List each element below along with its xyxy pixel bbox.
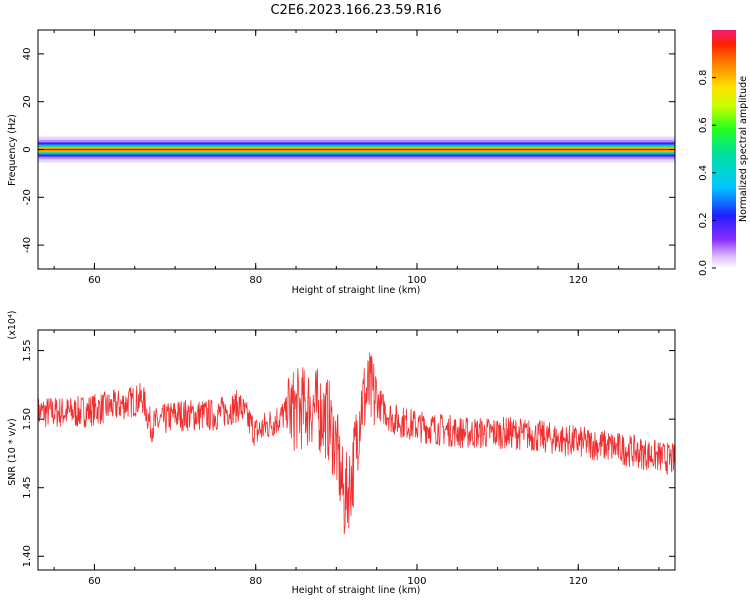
spectrogram-y-ticks: 40 20 0 -20 -40 xyxy=(22,48,675,253)
snr-series-line xyxy=(38,352,675,535)
colorbar: 0.0 0.2 0.4 0.6 0.8 Normalized spectral ampl… xyxy=(698,30,749,276)
colorbar-tick-label: 0.0 xyxy=(698,260,709,276)
spectrogram-x-tick-label: 100 xyxy=(407,275,426,286)
snr-y-tick-label: 1.50 xyxy=(22,408,33,430)
colorbar-tick-label: 0.4 xyxy=(698,165,709,181)
snr-x-label: Height of straight line (km) xyxy=(292,585,421,596)
snr-x-tick-label: 100 xyxy=(407,576,426,587)
snr-frame xyxy=(37,329,676,571)
colorbar-ticks: 0.0 0.2 0.4 0.6 0.8 xyxy=(698,70,716,276)
spectrogram-y-tick-label: 0 xyxy=(22,146,33,152)
spectrogram-x-tick-label: 80 xyxy=(249,275,262,286)
colorbar-label: Normalized spectral amplitude xyxy=(738,76,749,222)
snr-y-label: SNR (10 * v/v) xyxy=(7,418,18,486)
colorbar-tick-label: 0.2 xyxy=(698,212,709,228)
spectrogram-y-tick-label: -20 xyxy=(22,189,33,205)
snr-y-tick-label: 1.45 xyxy=(22,477,33,499)
spectrogram-x-ticks: 60 80 100 120 xyxy=(53,30,660,286)
snr-panel: 60 80 100 120 1.40 1.45 1.50 1.55 Height of st… xyxy=(7,311,676,596)
spectrogram-y-tick-label: 20 xyxy=(22,95,33,108)
spectrogram-marks xyxy=(38,136,675,163)
snr-y-tick-label: 1.40 xyxy=(22,545,33,567)
snr-x-tick-label: 120 xyxy=(569,576,588,587)
snr-x-tick-label: 60 xyxy=(88,576,101,587)
snr-x-tick-label: 80 xyxy=(249,576,262,587)
colorbar-tick-label: 0.6 xyxy=(698,117,709,133)
snr-y-multiplier: (x10⁴) xyxy=(7,311,18,340)
snr-y-ticks: 1.40 1.45 1.50 1.55 xyxy=(22,339,675,567)
spectrogram-y-label: Frequency (Hz) xyxy=(7,114,18,186)
snr-y-tick-label: 1.55 xyxy=(22,339,33,361)
spectrogram-y-tick-label: 40 xyxy=(22,48,33,61)
colorbar-tick-label: 0.8 xyxy=(698,70,709,86)
colorbar-bar xyxy=(712,30,736,268)
spectrogram-x-tick-label: 120 xyxy=(569,275,588,286)
spectrogram-x-label: Height of straight line (km) xyxy=(292,285,421,296)
spectrogram-panel: 60 80 100 120 40 20 0 -20 -40 Height of straigh… xyxy=(7,29,676,296)
spectrogram-y-tick-label: -40 xyxy=(22,237,33,253)
figure-title: C2E6.2023.166.23.59.R16 xyxy=(270,3,441,18)
snr-x-ticks: 60 80 100 120 xyxy=(53,330,660,587)
spectrogram-x-tick-label: 60 xyxy=(88,275,101,286)
